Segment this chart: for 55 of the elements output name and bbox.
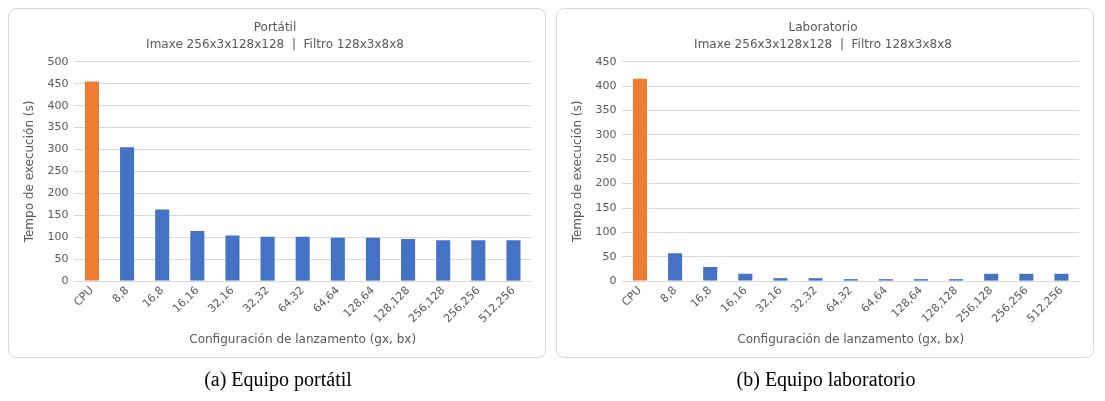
y-tick-label: 200 bbox=[47, 186, 69, 200]
y-tick-label: 450 bbox=[595, 54, 617, 68]
bar bbox=[225, 235, 240, 281]
y-tick-label: 0 bbox=[609, 273, 617, 287]
y-tick-label: 350 bbox=[47, 120, 69, 134]
chart-subtitle: Imaxe 256x3x128x128 | Filtro 128x3x8x8 bbox=[694, 36, 952, 51]
chart-title: Laboratorio bbox=[788, 20, 858, 35]
y-tick-label: 300 bbox=[47, 142, 69, 156]
y-tick-label: 100 bbox=[595, 225, 617, 239]
bar bbox=[295, 236, 310, 281]
y-tick-label: 250 bbox=[595, 152, 617, 166]
y-tick-label: 350 bbox=[595, 103, 617, 117]
x-axis-title: Configuración de lanzamento (gx, bx) bbox=[737, 331, 965, 346]
bar bbox=[738, 273, 753, 281]
x-tick-label: 8,8 bbox=[657, 283, 680, 306]
y-tick-label: 200 bbox=[595, 176, 617, 190]
bar bbox=[773, 278, 788, 281]
y-tick-label: 100 bbox=[47, 230, 69, 244]
chart-title: Portátil bbox=[253, 20, 297, 35]
bar bbox=[260, 236, 275, 281]
text: (a) Equipo portátil bbox=[203, 368, 353, 391]
bar bbox=[84, 81, 99, 281]
chart-subtitle: Imaxe 256x3x128x128 | Filtro 128x3x8x8 bbox=[146, 36, 404, 51]
x-axis-title: Configuración de lanzamento (gx, bx) bbox=[189, 331, 417, 346]
y-tick-label: 150 bbox=[595, 200, 617, 214]
y-tick-label: 300 bbox=[595, 127, 617, 141]
bar bbox=[703, 266, 718, 281]
bar bbox=[984, 273, 999, 281]
bar bbox=[190, 231, 205, 281]
y-axis-title: Tempo de execución (s) bbox=[570, 100, 585, 244]
bar bbox=[471, 240, 486, 281]
y-tick-label: 50 bbox=[602, 249, 617, 263]
bar bbox=[330, 237, 345, 281]
bar bbox=[808, 278, 823, 281]
x-tick-label: 8,8 bbox=[109, 283, 132, 306]
y-tick-label: 450 bbox=[47, 76, 69, 90]
y-tick-label: 150 bbox=[47, 208, 69, 222]
bar bbox=[506, 240, 521, 281]
bar bbox=[632, 78, 647, 281]
y-tick-label: 0 bbox=[61, 273, 69, 287]
y-tick-label: 250 bbox=[47, 164, 69, 178]
bar bbox=[155, 209, 170, 281]
text: (b) Equipo laboratorio bbox=[735, 368, 917, 391]
y-tick-label: 400 bbox=[47, 98, 69, 112]
bar bbox=[436, 240, 451, 281]
bar bbox=[668, 253, 683, 281]
y-tick-label: 50 bbox=[54, 252, 69, 266]
bar bbox=[401, 239, 416, 281]
bar bbox=[365, 237, 380, 281]
y-tick-label: 500 bbox=[47, 54, 69, 68]
bar bbox=[1019, 273, 1034, 281]
bar bbox=[1054, 273, 1069, 281]
y-axis-title: Tempo de execución (s) bbox=[22, 100, 37, 244]
bar bbox=[120, 147, 135, 281]
y-tick-label: 400 bbox=[595, 79, 617, 93]
